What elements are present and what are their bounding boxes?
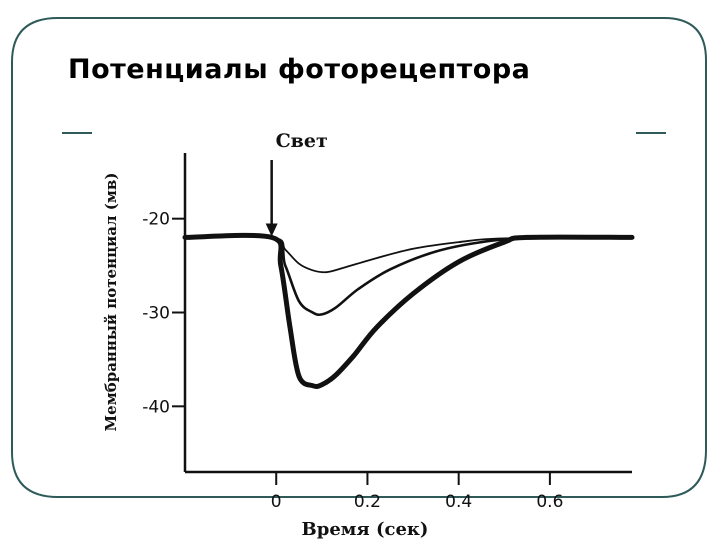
- ylabel-background: [93, 125, 127, 483]
- x-tick-label: 0.2: [354, 492, 381, 512]
- y-tick-label: -20: [142, 210, 170, 230]
- x-tick-label: 0: [271, 492, 282, 512]
- frame-border: [11, 17, 707, 498]
- light-annotation: Свет: [265, 130, 328, 237]
- x-tick-label: 0.4: [445, 492, 472, 512]
- series-line-1: [184, 235, 633, 274]
- series-line-2: [183, 234, 634, 317]
- axes: [183, 153, 632, 474]
- series-group: [182, 232, 635, 389]
- x-ticks: 0 0.2 0.4 0.6: [271, 472, 563, 512]
- y-axis-label: Мембранный потенциал (мв): [102, 173, 120, 432]
- x-axis-label: Время (сек): [302, 519, 429, 540]
- y-tick-label: -30: [142, 304, 170, 324]
- y-tick-label: -40: [142, 397, 170, 417]
- slide-title: Потенциалы фоторецептора: [68, 54, 531, 85]
- x-tick-label: 0.6: [536, 492, 563, 512]
- series-line-3: [182, 232, 635, 389]
- y-ticks: -20 -30 -40: [142, 210, 185, 417]
- light-arrow-head: [265, 223, 278, 237]
- light-label: Свет: [276, 130, 328, 152]
